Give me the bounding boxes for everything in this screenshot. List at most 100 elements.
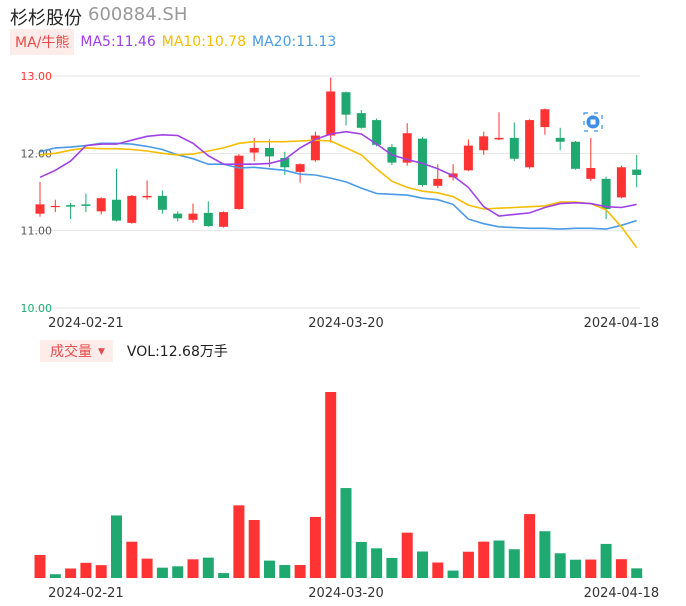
volume-bar [325, 392, 337, 578]
candle-body [372, 120, 382, 145]
volume-bar [600, 543, 612, 578]
volume-bar [126, 541, 138, 578]
volume-bar [417, 551, 428, 578]
volume-bar [80, 562, 92, 578]
volume-bar [524, 514, 536, 578]
volume-bar [233, 505, 245, 578]
candle-body [479, 136, 489, 151]
volume-bar [493, 540, 505, 578]
candle-body [280, 157, 290, 168]
volume-bar [264, 560, 275, 578]
candle-body [601, 178, 611, 210]
candle-body [509, 137, 519, 159]
candle-body [310, 135, 320, 161]
moving-average-lines [39, 130, 638, 249]
candle-body [463, 145, 473, 171]
ma10-line [39, 139, 638, 249]
ma5-legend: MA5:11.46 [80, 34, 156, 50]
volume-bar [111, 515, 122, 578]
candle-body [188, 213, 198, 220]
volume-bar [386, 557, 398, 578]
candle-body [402, 133, 412, 163]
candle-body [616, 167, 626, 198]
candle-body [142, 195, 152, 198]
volume-bar [156, 567, 168, 578]
candle-body [50, 205, 60, 208]
ma20-line [39, 142, 637, 230]
candle-body [96, 198, 106, 212]
x-tick-label: 2024-03-20 [308, 316, 384, 331]
volume-bar [478, 541, 490, 578]
volume-bar [554, 553, 566, 578]
candle-body [127, 195, 137, 223]
stock-name: 杉杉股份 [10, 8, 82, 29]
candle-body [219, 212, 229, 227]
stock-code: 600884.SH [88, 4, 188, 25]
candle-body [173, 213, 183, 219]
y-tick-label: 10.00 [21, 302, 53, 315]
marker-glyph [590, 119, 596, 125]
candle-body [356, 113, 366, 128]
candle-body [494, 137, 504, 140]
volume-bar [172, 566, 184, 578]
candle-body [112, 199, 121, 221]
x-tick-label: 2024-02-21 [48, 316, 124, 331]
volume-bar [508, 549, 520, 578]
candle-body [433, 178, 443, 186]
volume-bar [248, 519, 260, 578]
volume-bar [202, 557, 214, 578]
ma20-legend: MA20:11.13 [252, 34, 337, 50]
volume-bar [218, 573, 230, 578]
volume-value: VOL:12.68万手 [126, 344, 228, 360]
candle-body [234, 155, 244, 210]
volume-bar [585, 559, 597, 578]
volume-bar [340, 488, 352, 578]
volume-bar [309, 516, 321, 578]
y-tick-label: 13.00 [21, 70, 53, 83]
volume-bar [34, 554, 46, 578]
candle-body [341, 92, 351, 115]
candle-body [586, 168, 596, 179]
event-marker-icon[interactable] [583, 112, 603, 132]
candle-body [249, 147, 259, 153]
volume-bar [65, 568, 77, 578]
candle-body [418, 138, 427, 186]
candle-body [326, 91, 336, 136]
ma10-legend: MA10:10.78 [161, 34, 247, 50]
volume-bar [294, 565, 306, 578]
ma-legend: MA/牛熊 MA5:11.46 MA10:10.78 MA20:11.13 [10, 29, 342, 55]
candle-body [66, 205, 76, 207]
volume-x-axis: 2024-02-21 2024-03-20 2024-04-18 [48, 586, 659, 601]
x-tick-label: 2024-04-18 [584, 586, 660, 601]
candle-body [632, 169, 642, 175]
volume-bar [401, 532, 413, 578]
price-x-axis: 2024-02-21 2024-03-20 2024-04-18 [48, 316, 659, 331]
candle-body [540, 109, 550, 128]
candle-body [203, 212, 213, 227]
dropdown-triangle-icon: ▼ [98, 347, 105, 357]
volume-bar [279, 565, 291, 578]
volume-selector-button[interactable]: 成交量 ▼ [40, 340, 113, 362]
volume-bar [187, 559, 199, 578]
candle-body [81, 204, 91, 206]
price-grid [30, 75, 640, 309]
ma-selector-button[interactable]: MA/牛熊 [10, 29, 75, 55]
volume-bar [141, 558, 153, 578]
volume-bar [432, 562, 444, 578]
candle-body [295, 164, 305, 172]
volume-bar [631, 568, 643, 578]
volume-bar [49, 574, 61, 578]
volume-bar [447, 570, 459, 578]
volume-legend: 成交量 ▼ VOL:12.68万手 [40, 340, 228, 362]
volume-bar [95, 565, 107, 578]
x-tick-label: 2024-03-20 [308, 586, 384, 601]
volume-selector-label: 成交量 [50, 344, 92, 360]
x-tick-label: 2024-04-18 [584, 316, 660, 331]
marker-frame [583, 112, 603, 132]
candle-body [525, 120, 535, 168]
y-tick-label: 11.00 [21, 225, 53, 238]
volume-bar [355, 541, 367, 578]
x-tick-label: 2024-02-21 [48, 586, 124, 601]
